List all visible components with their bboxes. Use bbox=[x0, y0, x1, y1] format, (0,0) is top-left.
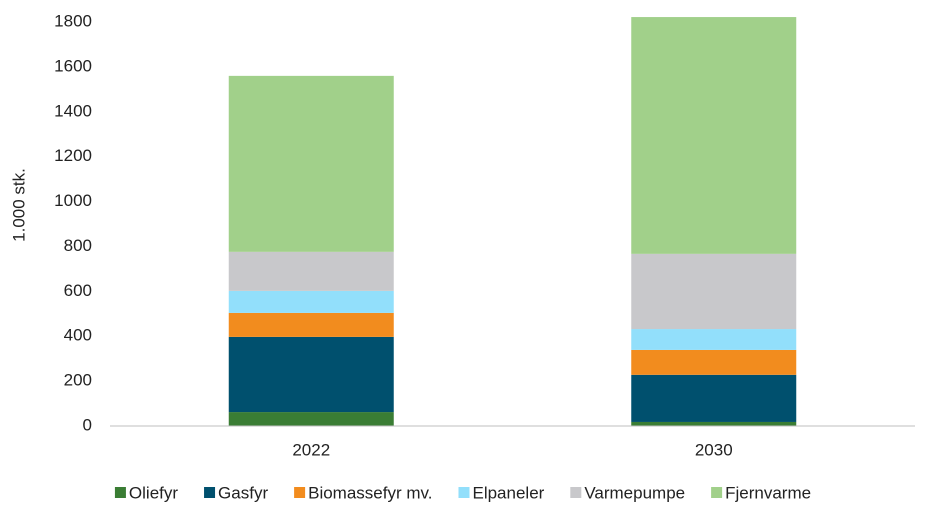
y-tick-label: 1000 bbox=[54, 191, 92, 210]
bar-segment bbox=[631, 329, 797, 350]
y-tick-label: 600 bbox=[64, 281, 92, 300]
y-tick-label: 400 bbox=[64, 326, 92, 345]
bar-segment bbox=[631, 349, 797, 375]
y-tick-label: 1200 bbox=[54, 146, 92, 165]
x-tick-label: 2022 bbox=[292, 440, 330, 459]
legend-label: Fjernvarme bbox=[725, 483, 811, 502]
legend-swatch bbox=[114, 487, 126, 498]
bar-segment bbox=[228, 75, 394, 252]
legend-swatch bbox=[570, 487, 582, 498]
legend-label: Varmepumpe bbox=[584, 483, 685, 502]
bar-segment bbox=[228, 312, 394, 337]
bar-segment bbox=[631, 253, 797, 330]
legend-swatch bbox=[294, 487, 306, 498]
legend-label: Elpaneler bbox=[472, 483, 544, 502]
legend-swatch bbox=[711, 487, 723, 498]
legend-label: Oliefyr bbox=[129, 483, 178, 502]
y-tick-label: 1800 bbox=[54, 11, 92, 30]
y-tick-label: 1400 bbox=[54, 101, 92, 120]
y-tick-label: 0 bbox=[83, 415, 92, 434]
bar-segment bbox=[631, 421, 797, 426]
bar-segment bbox=[631, 17, 797, 254]
bar-segment bbox=[631, 374, 797, 422]
legend-swatch bbox=[204, 487, 216, 498]
bar-segment bbox=[228, 251, 394, 291]
y-tick-label: 800 bbox=[64, 236, 92, 255]
legend-label: Biomassefyr mv. bbox=[308, 483, 432, 502]
y-axis-label: 1.000 stk. bbox=[9, 168, 28, 242]
bar-segment bbox=[228, 336, 394, 413]
legend-label: Gasfyr bbox=[218, 483, 268, 502]
y-tick-label: 200 bbox=[64, 371, 92, 390]
y-tick-label: 1600 bbox=[54, 56, 92, 75]
x-tick-label: 2030 bbox=[695, 440, 733, 459]
legend-swatch bbox=[458, 487, 470, 498]
bar-segment bbox=[228, 290, 394, 313]
bar-segment bbox=[228, 412, 394, 426]
